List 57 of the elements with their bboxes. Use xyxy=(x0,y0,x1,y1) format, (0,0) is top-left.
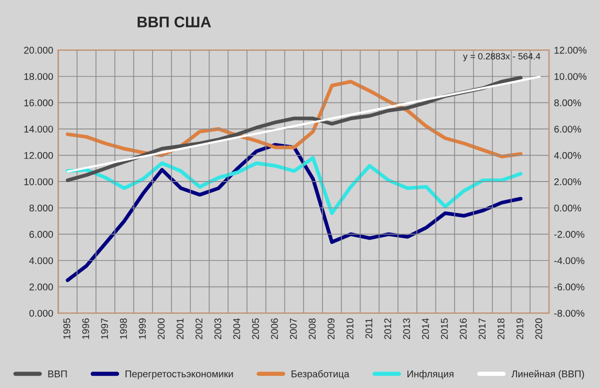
y2-tick-label: -4.00% xyxy=(554,257,584,264)
x-tick-label: 2020 xyxy=(535,318,542,340)
legend-label: Инфляция xyxy=(407,370,454,380)
x-tick-label: 2019 xyxy=(516,318,524,340)
x-tick-label: 2012 xyxy=(384,318,392,340)
y2-tick-label: 8.00% xyxy=(554,99,582,106)
y-tick-label: 0.000 xyxy=(29,310,53,317)
x-tick-label: 2007 xyxy=(290,318,297,340)
y-tick-label: 14.000 xyxy=(24,126,53,133)
x-tick-label: 2015 xyxy=(440,318,448,340)
y2-tick-label: 4.00% xyxy=(554,152,582,159)
annotation: y = 0.2883x - 564.4 xyxy=(463,53,540,62)
y2-tick-label: 6.00% xyxy=(554,126,582,133)
line-series xyxy=(66,156,522,215)
y2-tick-label: 12.00% xyxy=(554,46,586,54)
y-tick-label: 8.000 xyxy=(29,204,53,212)
y-tick-label: 4.000 xyxy=(29,257,53,264)
x-tick-label: 2018 xyxy=(498,318,504,340)
x-tick-label: 2002 xyxy=(196,318,202,340)
legend-label: Линейная (ВВП) xyxy=(511,370,584,380)
y-tick-label: 16.000 xyxy=(24,99,53,106)
chart-title: ВВП США xyxy=(138,16,211,28)
x-tick-label: 2014 xyxy=(422,318,429,340)
y2-tick-label: -2.00% xyxy=(554,230,584,238)
legend-label: ВВП xyxy=(48,370,67,378)
x-tick-label: 2011 xyxy=(365,318,372,338)
y2-tick-label: 0.00% xyxy=(554,204,582,212)
legend-label: Перегретостьэкономики xyxy=(126,370,233,380)
y2-tick-label: -8.00% xyxy=(554,310,584,317)
y-tick-label: 20.000 xyxy=(24,46,53,54)
x-tick-label: 2009 xyxy=(328,318,335,340)
x-tick-label: 1999 xyxy=(138,318,146,339)
x-tick-label: 2004 xyxy=(233,318,240,340)
line-series xyxy=(66,142,522,282)
x-tick-label: 2000 xyxy=(158,318,165,340)
x-tick-label: 2017 xyxy=(478,318,486,340)
y-tick-label: 12.000 xyxy=(24,152,53,159)
x-tick-label: 2016 xyxy=(460,318,467,340)
x-tick-label: 2008 xyxy=(308,318,316,340)
y-tick-label: 2.000 xyxy=(30,284,53,290)
x-tick-label: 2013 xyxy=(403,318,410,340)
x-tick-label: 1995 xyxy=(63,318,70,339)
x-tick-label: 2006 xyxy=(271,318,278,340)
y-tick-label: 10.000 xyxy=(24,178,53,186)
y2-tick-label: 2.00% xyxy=(554,178,582,186)
y2-tick-label: -6.00% xyxy=(554,284,584,290)
x-tick-label: 2005 xyxy=(252,318,260,340)
x-tick-label: 2010 xyxy=(346,318,354,340)
y-tick-label: 6.000 xyxy=(30,230,53,238)
x-tick-label: 2003 xyxy=(214,318,222,340)
y-tick-label: 18.000 xyxy=(24,73,53,80)
y2-tick-label: 10.00% xyxy=(554,73,586,80)
x-tick-label: 1997 xyxy=(101,318,108,339)
legend-label: Безработица xyxy=(292,370,350,380)
x-tick-label: 1996 xyxy=(82,318,90,339)
x-tick-label: 1998 xyxy=(120,318,127,339)
x-tick-label: 2001 xyxy=(176,318,184,340)
